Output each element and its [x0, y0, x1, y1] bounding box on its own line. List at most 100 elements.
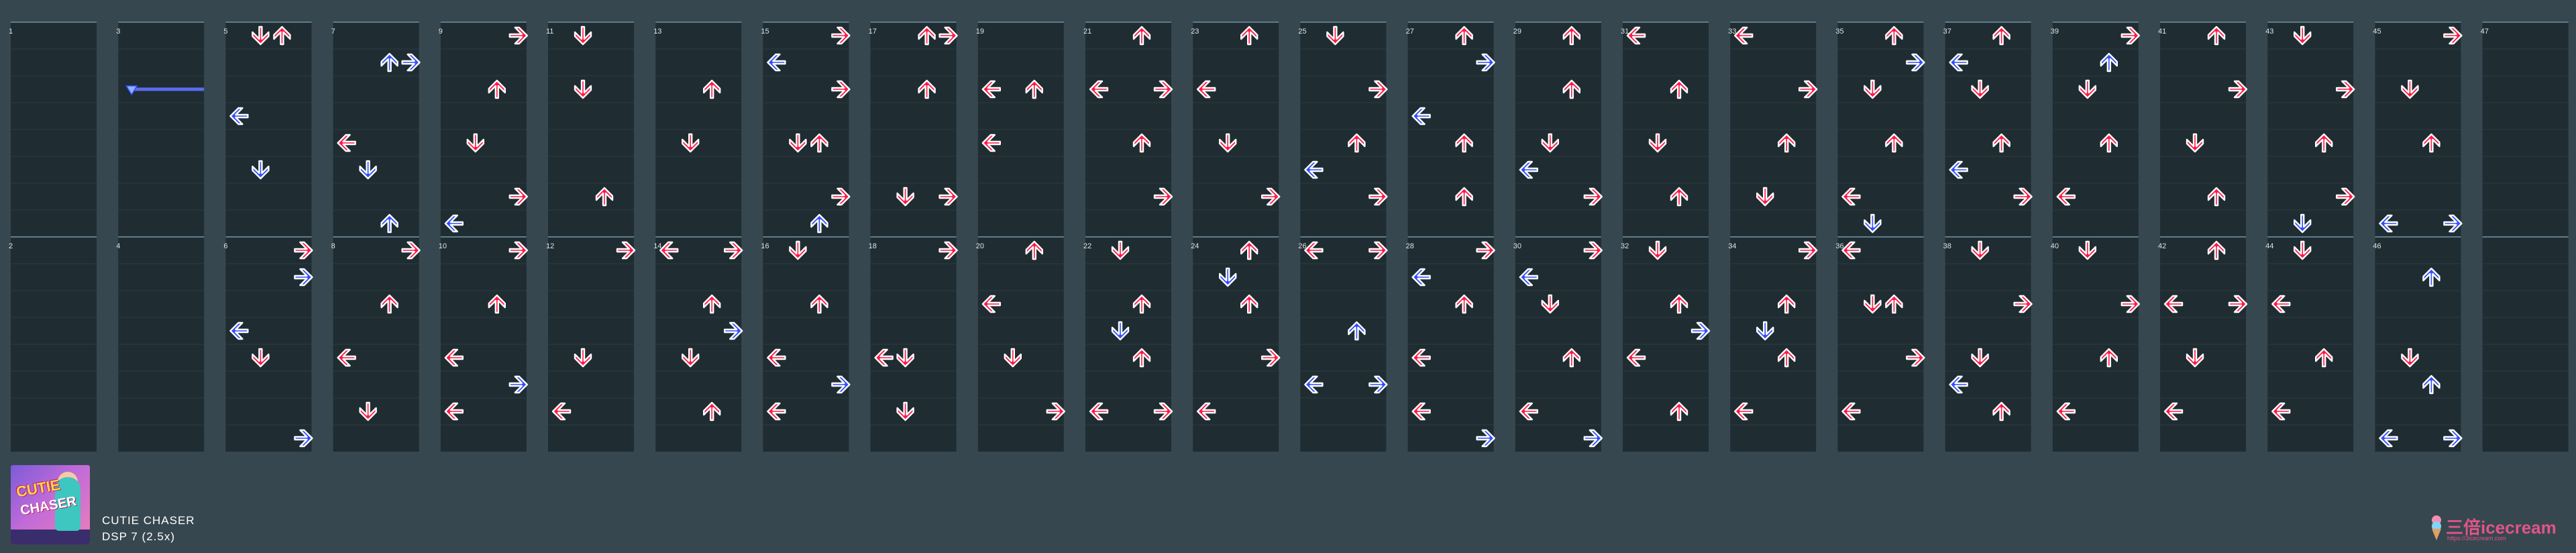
measure-number: 9	[439, 28, 443, 36]
right-arrow-note	[508, 26, 528, 45]
down-arrow-note	[2401, 348, 2419, 368]
left-arrow-note	[1626, 348, 1646, 367]
up-arrow-note	[1348, 133, 1366, 153]
right-arrow-note	[1798, 80, 1818, 99]
measure-number: 37	[1943, 28, 1951, 36]
right-arrow-note	[2121, 295, 2141, 313]
right-arrow-note	[938, 241, 958, 260]
right-arrow-note	[2013, 187, 2033, 206]
measure-number: 36	[1835, 242, 1843, 250]
right-arrow-note	[831, 80, 851, 99]
measure-number: 30	[1513, 242, 1521, 250]
measure-number: 2	[9, 242, 13, 250]
left-arrow-note	[2271, 295, 2291, 313]
measure-number: 42	[2158, 242, 2166, 250]
up-arrow-note	[2207, 187, 2226, 207]
right-arrow-note	[1368, 375, 1388, 394]
down-arrow-note	[2078, 79, 2097, 99]
up-arrow-note	[1132, 348, 1151, 368]
down-arrow-note	[1541, 294, 1560, 314]
left-arrow-note	[1196, 402, 1216, 421]
left-arrow-note	[2163, 402, 2184, 421]
down-arrow-note	[574, 26, 592, 46]
up-arrow-note	[1885, 133, 1903, 153]
right-arrow-note	[1583, 187, 1603, 206]
up-arrow-note	[918, 26, 936, 46]
measure-number: 10	[439, 242, 447, 250]
down-arrow-note	[1864, 79, 1882, 99]
right-arrow-note	[2443, 429, 2463, 448]
up-arrow-note	[488, 79, 506, 99]
left-arrow-note	[1841, 241, 1861, 260]
right-arrow-note	[1583, 241, 1603, 260]
down-arrow-note	[896, 187, 914, 207]
right-arrow-note	[401, 53, 421, 72]
down-arrow-note	[681, 133, 700, 153]
measure-number: 40	[2051, 242, 2059, 250]
right-arrow-note	[1046, 402, 1066, 421]
up-arrow-note	[2100, 133, 2118, 153]
down-arrow-note	[359, 160, 377, 180]
left-arrow-note	[981, 295, 1002, 313]
right-arrow-note	[831, 375, 851, 394]
up-arrow-note	[2314, 133, 2333, 153]
left-arrow-note	[444, 402, 464, 421]
measure-number: 45	[2373, 28, 2381, 36]
up-arrow-note	[2422, 374, 2440, 395]
down-arrow-note	[252, 160, 270, 180]
right-arrow-note	[508, 241, 528, 260]
measure-number: 15	[761, 28, 769, 36]
measure-number: 33	[1728, 28, 1736, 36]
up-arrow-note	[1992, 133, 2010, 153]
left-arrow-note	[1411, 348, 1431, 367]
up-arrow-note	[1240, 26, 1258, 46]
right-arrow-note	[1476, 53, 1495, 72]
right-arrow-note	[1476, 241, 1495, 260]
right-arrow-note	[294, 429, 313, 448]
right-arrow-note	[2228, 295, 2248, 313]
left-arrow-note	[1411, 107, 1431, 125]
up-arrow-note	[1777, 133, 1796, 153]
right-arrow-note	[723, 241, 743, 260]
left-arrow-note	[981, 80, 1002, 99]
brand-url: https://3icecream.com	[2447, 535, 2507, 542]
left-arrow-note	[1089, 80, 1109, 99]
right-arrow-note	[2335, 80, 2355, 99]
left-arrow-note	[1304, 241, 1324, 260]
up-arrow-note	[1670, 401, 1688, 421]
right-arrow-note	[1153, 80, 1173, 99]
footer: CUTIE CHASER CUTIE CHASER DSP 7 (2.5x) 三…	[0, 463, 2576, 553]
measure-number: 47	[2481, 28, 2489, 36]
left-arrow-note	[1733, 26, 1754, 45]
left-arrow-note	[1949, 375, 1968, 394]
right-arrow-note	[2443, 214, 2463, 233]
up-arrow-note	[702, 401, 721, 421]
left-arrow-note	[1411, 268, 1431, 287]
right-arrow-note	[938, 26, 958, 45]
measure-number: 29	[1513, 28, 1521, 36]
left-arrow-note	[767, 53, 786, 72]
chart-difficulty-label: DSP 7 (2.5x)	[102, 530, 176, 543]
left-arrow-note	[229, 107, 249, 125]
right-arrow-note	[1476, 429, 1495, 448]
right-arrow-note	[2335, 187, 2355, 206]
up-arrow-note	[1992, 401, 2010, 421]
up-arrow-note	[595, 187, 614, 207]
up-arrow-note	[702, 294, 721, 314]
up-arrow-note	[1455, 294, 1473, 314]
right-arrow-note	[1260, 348, 1281, 367]
up-arrow-note	[1132, 26, 1151, 46]
left-arrow-note	[981, 134, 1002, 152]
up-arrow-note	[2314, 348, 2333, 368]
measure-number: 19	[976, 28, 984, 36]
measure-number: 7	[331, 28, 335, 36]
down-arrow-note	[789, 240, 807, 260]
up-arrow-note	[1670, 187, 1688, 207]
measure-number: 38	[1943, 242, 1951, 250]
down-arrow-note	[1218, 267, 1237, 287]
left-arrow-note	[1733, 402, 1754, 421]
right-arrow-note	[831, 26, 851, 45]
down-arrow-note	[1756, 187, 1774, 207]
left-arrow-note	[874, 348, 894, 367]
measure-number: 3	[116, 28, 120, 36]
